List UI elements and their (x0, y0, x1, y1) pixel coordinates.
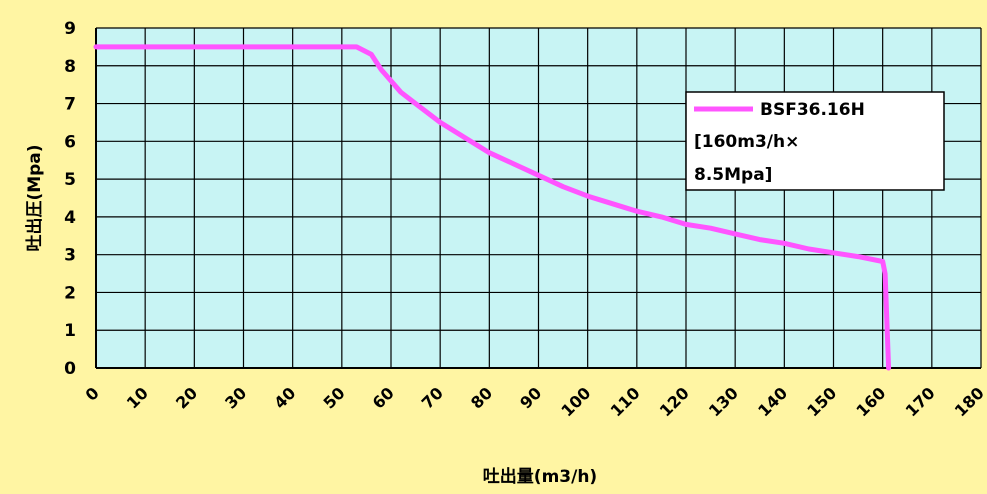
y-axis-label: 吐出圧(Mpa) (24, 144, 45, 251)
x-tick-label: 10 (123, 383, 152, 412)
legend-label-line: 8.5Mpa] (694, 165, 772, 185)
x-tick-label: 100 (557, 383, 594, 420)
x-tick-label: 70 (418, 383, 447, 412)
y-tick-label: 7 (64, 95, 76, 115)
y-tick-label: 3 (64, 246, 76, 266)
y-tick-labels: 0 1 2 3 4 5 6 7 8 9 (64, 19, 76, 379)
y-tick-label: 1 (64, 321, 76, 341)
x-tick-label: 90 (516, 383, 545, 412)
y-tick-label: 0 (64, 359, 76, 379)
x-tick-label: 30 (221, 383, 250, 412)
x-tick-label: 20 (172, 383, 201, 412)
x-tick-labels: 0 10 20 30 40 50 60 70 80 90 100 110 120 130 140 150 160… (82, 383, 987, 420)
x-tick-label: 130 (705, 383, 742, 420)
x-tick-label: 120 (656, 383, 693, 420)
x-tick-label: 160 (852, 383, 889, 420)
legend-label-line: [160m3/h× (694, 132, 799, 152)
x-tick-label: 150 (803, 383, 840, 420)
x-tick-label: 40 (270, 383, 299, 412)
y-tick-label: 6 (64, 132, 76, 152)
x-tick-label: 140 (754, 383, 791, 420)
legend-label-line: BSF36.16H (760, 100, 865, 120)
legend-box (685, 91, 945, 191)
x-tick-label: 180 (951, 383, 987, 420)
legend: BSF36.16H [160m3/h× 8.5Mpa] (685, 91, 945, 191)
x-tick-label: 50 (319, 383, 348, 412)
y-tick-label: 9 (64, 19, 76, 39)
x-tick-label: 170 (902, 383, 939, 420)
x-tick-label: 80 (467, 383, 496, 412)
x-axis-label: 吐出量(m3/h) (483, 466, 597, 487)
series-line (93, 44, 892, 371)
x-tick-label: 110 (607, 383, 644, 420)
y-tick-label: 2 (64, 283, 76, 303)
x-tick-label: 60 (369, 383, 398, 412)
y-tick-label: 5 (64, 170, 76, 190)
legend-label: BSF36.16H [160m3/h× 8.5Mpa] (694, 100, 865, 185)
x-tick-label: 0 (82, 383, 103, 404)
y-tick-label: 4 (64, 208, 76, 228)
y-tick-label: 8 (64, 57, 76, 77)
